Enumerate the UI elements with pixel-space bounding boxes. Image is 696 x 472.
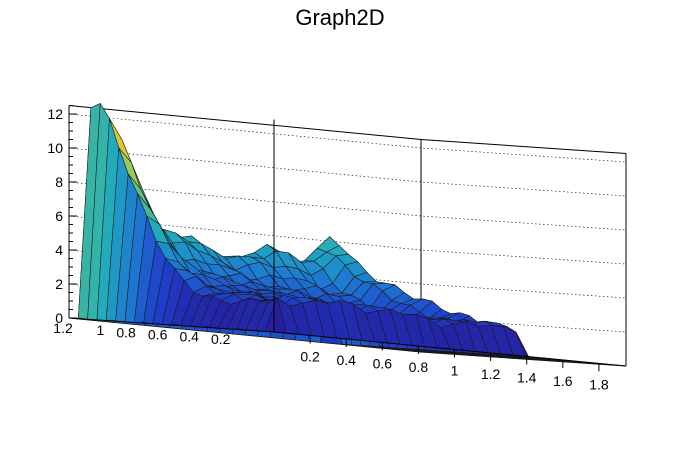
y-tick-label: 0.8 <box>116 324 136 340</box>
z-tick-label: 12 <box>47 106 63 122</box>
x-tick-label: 0.6 <box>373 355 393 371</box>
z-tick-label: 6 <box>55 208 63 224</box>
x-tick-label: 1 <box>451 362 459 378</box>
z-tick-label: 8 <box>55 174 63 190</box>
x-tick-label: 1.6 <box>553 373 573 389</box>
z-tick-label: 0 <box>55 310 63 326</box>
y-tick <box>204 326 212 329</box>
y-tick <box>110 319 117 322</box>
y-tick <box>236 328 243 331</box>
surface-mesh <box>68 103 627 367</box>
z-tick-label: 4 <box>55 242 63 258</box>
x-tick-label: 1.4 <box>517 369 537 385</box>
axis-ticks: 0 2 4 6 8 10 12 0.2 0.4 0.6 0.8 1 1.2 0.2 0.4 0.6 0.8 1 1.… <box>47 105 609 392</box>
y-tick-label: 1 <box>97 322 105 338</box>
y-tick-label: 0.6 <box>148 327 168 343</box>
y-tick <box>141 321 148 324</box>
z-tick-label: 2 <box>55 276 63 292</box>
chart-title: Graph2D <box>295 5 384 30</box>
x-axis-line <box>273 331 627 367</box>
y-tick-label: 0.2 <box>211 331 231 347</box>
x-tick-label: 0.8 <box>409 359 429 375</box>
y-tick <box>173 324 180 327</box>
y-tick-label: 0.4 <box>179 329 199 345</box>
z-tick-label: 10 <box>47 140 63 156</box>
x-tick-label: 1.2 <box>481 366 501 382</box>
y-tick-label: 1.2 <box>53 320 73 336</box>
y-tick <box>78 317 85 320</box>
x-tick-label: 1.8 <box>589 376 609 392</box>
x-tick-label: 0.2 <box>300 348 320 364</box>
x-tick-label: 0.4 <box>336 352 356 368</box>
